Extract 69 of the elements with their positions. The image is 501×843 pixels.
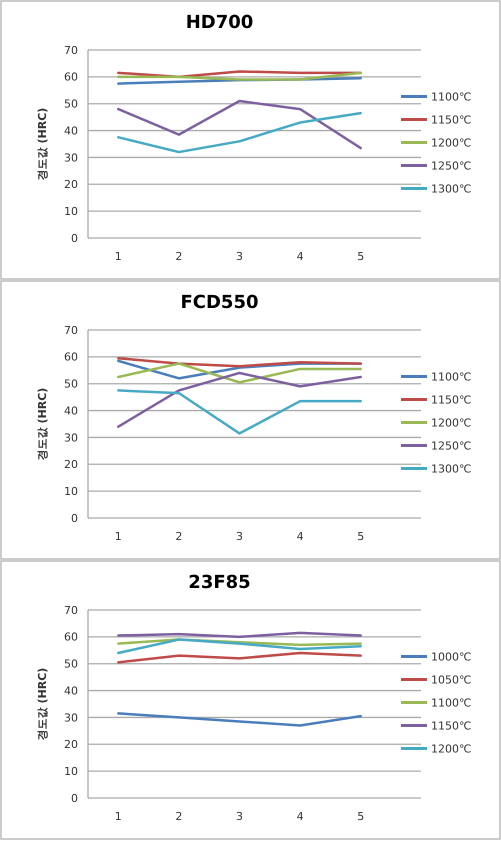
x-tick-label: 4 xyxy=(296,810,304,823)
x-tick-label: 5 xyxy=(357,250,364,263)
y-tick-label: 10 xyxy=(64,204,78,218)
legend-label: 1050℃ xyxy=(431,673,472,686)
y-tick-label: 0 xyxy=(71,232,78,245)
legend-label: 1150℃ xyxy=(431,719,472,732)
y-tick-label: 60 xyxy=(64,70,78,84)
y-tick-label: 0 xyxy=(71,792,78,805)
y-tick-label: 60 xyxy=(64,630,78,644)
y-tick-label: 20 xyxy=(64,738,78,752)
line-series xyxy=(117,638,362,654)
chart-title: 23F85 xyxy=(188,572,251,593)
line-series xyxy=(117,356,362,368)
legend-label: 1100℃ xyxy=(431,696,472,710)
x-tick-label: 2 xyxy=(175,810,182,823)
y-tick-label: 70 xyxy=(64,44,78,57)
y-tick-label: 30 xyxy=(64,151,78,164)
line-series xyxy=(117,362,362,384)
y-tick-label: 50 xyxy=(64,98,78,111)
x-tick-label: 5 xyxy=(357,530,364,543)
legend-label: 1250℃ xyxy=(431,439,472,452)
y-tick-label: 20 xyxy=(64,178,78,192)
y-axis-title: 경도값 (HRC) xyxy=(36,108,49,180)
y-tick-label: 40 xyxy=(64,124,78,138)
legend-label: 1300℃ xyxy=(431,462,472,476)
x-tick-label: 5 xyxy=(357,810,364,823)
y-tick-label: 20 xyxy=(64,458,78,472)
legend-label: 1150℃ xyxy=(431,113,472,126)
x-tick-label: 1 xyxy=(114,250,122,263)
chart-title: FCD550 xyxy=(180,292,259,313)
line-series xyxy=(117,389,362,435)
x-tick-label: 2 xyxy=(175,530,182,543)
legend-label: 1200℃ xyxy=(431,416,472,430)
legend-label: 1250℃ xyxy=(431,159,472,172)
legend-label: 1150℃ xyxy=(431,393,472,406)
legend-label: 1300℃ xyxy=(431,182,472,196)
x-tick-label: 1 xyxy=(114,810,122,823)
x-tick-label: 4 xyxy=(296,250,304,263)
line-series xyxy=(117,652,362,664)
legend-label: 1100℃ xyxy=(431,90,472,104)
y-tick-label: 50 xyxy=(64,378,78,391)
x-tick-label: 3 xyxy=(236,250,243,263)
y-tick-label: 10 xyxy=(64,764,78,778)
x-tick-label: 2 xyxy=(175,250,182,263)
y-tick-label: 70 xyxy=(64,324,78,337)
y-tick-label: 30 xyxy=(64,711,78,724)
y-tick-label: 0 xyxy=(71,512,78,525)
y-axis-title: 경도값 (HRC) xyxy=(36,388,49,460)
legend-label: 1000℃ xyxy=(431,650,472,664)
legend-label: 1200℃ xyxy=(431,742,472,756)
x-tick-label: 4 xyxy=(296,530,304,543)
line-series xyxy=(117,100,362,150)
y-tick-label: 60 xyxy=(64,350,78,364)
legend-label: 1200℃ xyxy=(431,136,472,150)
legend-label: 1100℃ xyxy=(431,370,472,384)
x-tick-label: 1 xyxy=(114,530,122,543)
y-axis-title: 경도값 (HRC) xyxy=(36,668,49,740)
x-tick-label: 3 xyxy=(236,530,243,543)
y-tick-label: 50 xyxy=(64,658,78,671)
chart-title: HD700 xyxy=(186,12,254,33)
y-tick-label: 40 xyxy=(64,404,78,418)
line-series xyxy=(117,712,362,727)
line-series xyxy=(117,112,362,154)
y-tick-label: 40 xyxy=(64,684,78,698)
x-tick-label: 3 xyxy=(236,810,243,823)
y-tick-label: 70 xyxy=(64,604,78,617)
line-series xyxy=(117,372,362,428)
y-tick-label: 30 xyxy=(64,431,78,444)
y-tick-label: 10 xyxy=(64,484,78,498)
